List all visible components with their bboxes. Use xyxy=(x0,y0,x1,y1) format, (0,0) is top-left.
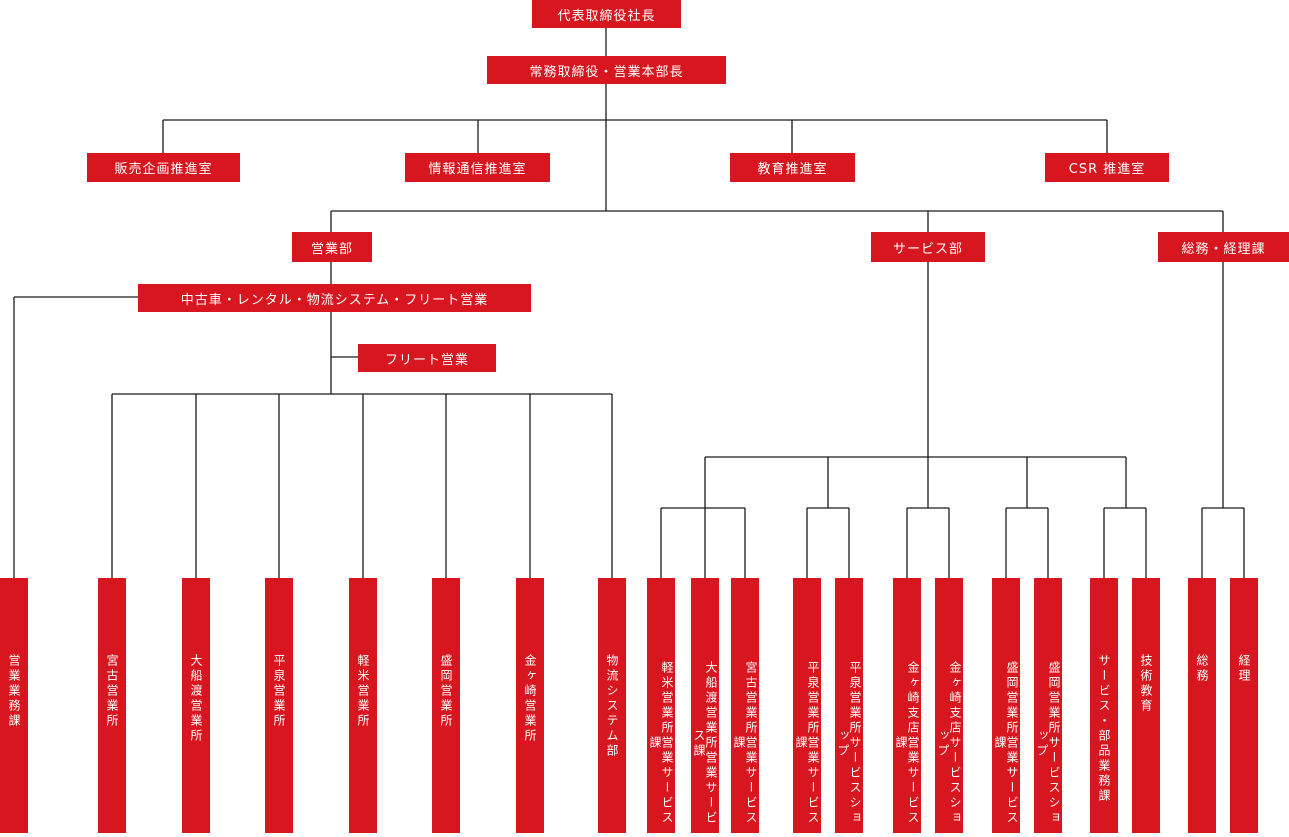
unit-ofunato-service: 大船渡営業所営業サービス課 xyxy=(691,578,719,833)
unit-morioka-shop-label: 盛岡営業所サービスショップ xyxy=(1035,661,1061,826)
sales-department-label: 営業部 xyxy=(310,241,353,257)
president-box: 代表取締役社長 xyxy=(532,0,681,28)
unit-hiraizumi-office-label: 平泉営業所 xyxy=(272,654,286,729)
president-label: 代表取締役社長 xyxy=(557,8,656,24)
unit-logistics-label: 物流システム部 xyxy=(605,654,619,759)
unit-kanegasaki-office-label: 金ヶ崎営業所 xyxy=(523,654,537,744)
unit-eigyo-gyomu-label: 営業業務課 xyxy=(7,654,21,729)
education-office-label: 教育推進室 xyxy=(757,162,828,177)
service-department-label: サービス部 xyxy=(892,241,963,257)
managing-director-label: 常務取締役・営業本部長 xyxy=(529,64,684,80)
unit-eigyo-gyomu: 営業業務課 xyxy=(0,578,28,833)
unit-kanegasaki-shop: 金ヶ崎支店サービスショップ xyxy=(935,578,963,833)
managing-director-box: 常務取締役・営業本部長 xyxy=(487,56,726,84)
education-office-box: 教育推進室 xyxy=(730,153,855,182)
unit-accounting-label: 経理 xyxy=(1237,654,1251,684)
unit-kanegasaki-service-label: 金ヶ崎支店営業サービス課 xyxy=(894,661,920,826)
unit-hiraizumi-service-label: 平泉営業所営業サービス課 xyxy=(794,661,820,826)
unit-general: 総務 xyxy=(1188,578,1216,833)
csr-office-label: CSR 推進室 xyxy=(1068,162,1146,177)
unit-kanegasaki-office: 金ヶ崎営業所 xyxy=(516,578,544,833)
unit-hiraizumi-service: 平泉営業所営業サービス課 xyxy=(793,578,821,833)
unit-ofunato-service-label: 大船渡営業所営業サービス課 xyxy=(692,661,718,826)
general-affairs-department-label: 総務・経理課 xyxy=(1181,241,1266,257)
unit-morioka-office: 盛岡営業所 xyxy=(432,578,460,833)
unit-logistics: 物流システム部 xyxy=(598,578,626,833)
unit-hiraizumi-shop-label: 平泉営業所サービスショップ xyxy=(836,661,862,826)
unit-kanegasaki-shop-label: 金ヶ崎支店サービスショップ xyxy=(936,661,962,826)
unit-miyako-office-label: 宮古営業所 xyxy=(105,654,119,729)
fleet-sales-label: フリート営業 xyxy=(384,352,469,368)
unit-karumai-service-label: 軽米営業所営業サービス課 xyxy=(648,661,674,826)
unit-hiraizumi-shop: 平泉営業所サービスショップ xyxy=(835,578,863,833)
fleet-sales-box: フリート営業 xyxy=(358,344,496,372)
unit-miyako-office: 宮古営業所 xyxy=(98,578,126,833)
unit-karumai-office: 軽米営業所 xyxy=(349,578,377,833)
csr-office-box: CSR 推進室 xyxy=(1045,153,1169,182)
unit-morioka-office-label: 盛岡営業所 xyxy=(439,654,453,729)
unit-ofunato-office-label: 大船渡営業所 xyxy=(189,654,203,744)
sales-department-box: 営業部 xyxy=(292,232,372,262)
it-office-box: 情報通信推進室 xyxy=(405,153,550,182)
unit-tech-education-label: 技術教育 xyxy=(1139,654,1153,714)
used-car-section-box: 中古車・レンタル・物流システム・フリート営業 xyxy=(138,284,531,312)
unit-miyako-service-label: 宮古営業所営業サービス課 xyxy=(732,661,758,826)
unit-kanegasaki-service: 金ヶ崎支店営業サービス課 xyxy=(893,578,921,833)
service-department-box: サービス部 xyxy=(871,232,985,262)
unit-morioka-service-label: 盛岡営業所営業サービス課 xyxy=(993,661,1019,826)
unit-ofunato-office: 大船渡営業所 xyxy=(182,578,210,833)
sales-planning-office-box: 販売企画推進室 xyxy=(87,153,240,182)
general-affairs-department-box: 総務・経理課 xyxy=(1158,232,1289,262)
unit-karumai-service: 軽米営業所営業サービス課 xyxy=(647,578,675,833)
unit-karumai-office-label: 軽米営業所 xyxy=(356,654,370,729)
unit-service-parts-label: サービス・部品業務課 xyxy=(1097,654,1111,804)
unit-tech-education: 技術教育 xyxy=(1132,578,1160,833)
unit-accounting: 経理 xyxy=(1230,578,1258,833)
used-car-section-label: 中古車・レンタル・物流システム・フリート営業 xyxy=(180,292,489,308)
it-office-label: 情報通信推進室 xyxy=(428,162,527,177)
sales-planning-office-label: 販売企画推進室 xyxy=(114,162,213,177)
unit-miyako-service: 宮古営業所営業サービス課 xyxy=(731,578,759,833)
unit-morioka-shop: 盛岡営業所サービスショップ xyxy=(1034,578,1062,833)
unit-hiraizumi-office: 平泉営業所 xyxy=(265,578,293,833)
unit-service-parts: サービス・部品業務課 xyxy=(1090,578,1118,833)
unit-general-label: 総務 xyxy=(1195,654,1209,684)
unit-morioka-service: 盛岡営業所営業サービス課 xyxy=(992,578,1020,833)
